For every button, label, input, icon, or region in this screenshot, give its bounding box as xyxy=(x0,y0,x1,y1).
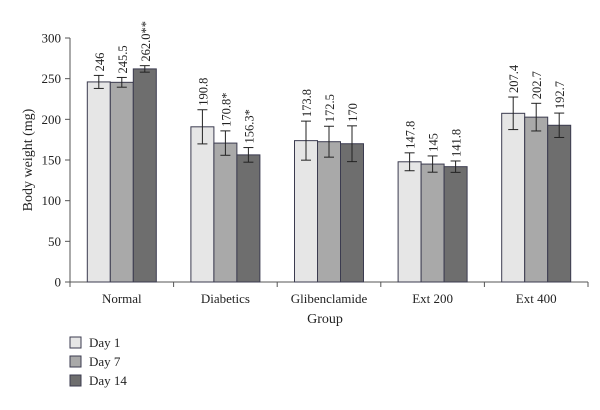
y-tick-label: 300 xyxy=(42,31,62,46)
data-label: 202.7 xyxy=(530,71,544,99)
data-label: 190.8 xyxy=(196,78,210,106)
y-tick-label: 100 xyxy=(42,193,62,208)
legend: Day 1 Day 7 Day 14 xyxy=(69,335,127,388)
data-label: 207.4 xyxy=(507,64,521,93)
data-label: 145 xyxy=(427,133,441,152)
legend-swatch xyxy=(69,374,82,387)
data-label: 172.5 xyxy=(323,94,337,122)
bar xyxy=(132,68,157,283)
legend-label: Day 1 xyxy=(89,335,120,350)
data-label: 245.5 xyxy=(116,45,130,73)
data-label: 173.8 xyxy=(300,89,314,117)
x-tick-label: Glibenclamide xyxy=(291,291,368,306)
bar xyxy=(443,166,468,283)
bar xyxy=(397,161,422,283)
bar xyxy=(236,154,261,283)
bar xyxy=(86,81,111,283)
data-labels: 246 245.5 262.0** 190.8 170.8* 156.3* 173.8 172… xyxy=(93,21,567,157)
data-label: 246 xyxy=(93,53,107,72)
legend-swatch xyxy=(69,336,82,349)
bar xyxy=(317,141,341,283)
bar xyxy=(340,143,364,283)
data-label: 170 xyxy=(346,103,360,122)
data-label: 170.8* xyxy=(219,93,233,127)
bar xyxy=(420,163,445,283)
y-tick-label: 200 xyxy=(42,112,62,127)
bar xyxy=(294,140,318,283)
legend-label: Day 14 xyxy=(89,373,127,388)
data-label: 147.8 xyxy=(404,121,418,149)
y-tick-label: 0 xyxy=(55,275,62,290)
bar xyxy=(524,116,549,283)
data-label: 262.0** xyxy=(139,21,153,62)
x-tick-label: Ext 400 xyxy=(516,291,557,306)
data-label: 141.8 xyxy=(450,129,464,157)
x-tick-label: Ext 200 xyxy=(412,291,453,306)
x-tick-label: Diabetics xyxy=(201,291,250,306)
y-tick-label: 150 xyxy=(42,153,62,168)
bar xyxy=(501,112,526,283)
data-label: 192.7 xyxy=(553,81,567,109)
bar xyxy=(547,124,572,283)
bar xyxy=(109,81,134,283)
data-label: 156.3* xyxy=(242,109,256,143)
bars xyxy=(86,65,572,283)
legend-label: Day 7 xyxy=(89,354,121,369)
x-tick-label: Normal xyxy=(102,291,142,306)
x-axis-title: Group xyxy=(307,312,343,327)
x-axis: Normal Diabetics Glibenclamide Ext 200 Ext 4… xyxy=(69,281,589,306)
y-tick-label: 250 xyxy=(42,71,62,86)
y-axis: 0 50 100 150 200 250 300 xyxy=(42,31,71,290)
legend-swatch xyxy=(69,355,82,368)
bar xyxy=(213,142,238,283)
y-axis-title: Body weight (mg) xyxy=(21,108,36,211)
bar xyxy=(190,126,215,283)
y-tick-label: 50 xyxy=(48,234,61,249)
